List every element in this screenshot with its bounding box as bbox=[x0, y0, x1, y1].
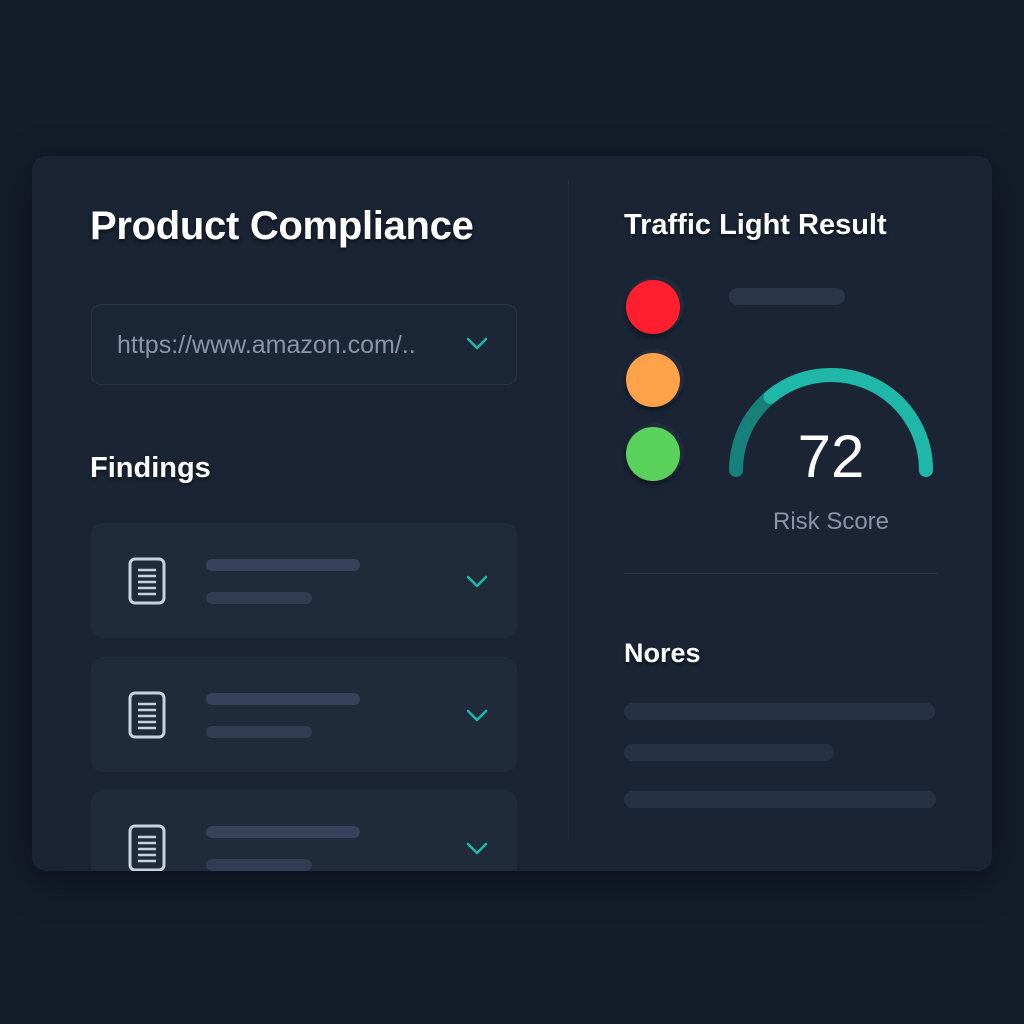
note-line-placeholder bbox=[624, 703, 935, 720]
finding-title-placeholder bbox=[206, 559, 360, 571]
note-line-placeholder bbox=[624, 744, 834, 761]
traffic-light-heading: Traffic Light Result bbox=[624, 209, 887, 241]
findings-heading: Findings bbox=[90, 452, 211, 484]
note-line-placeholder bbox=[624, 791, 936, 808]
url-select-field[interactable]: https://www.amazon.com/.. bbox=[91, 304, 517, 385]
finding-item[interactable] bbox=[91, 657, 517, 772]
finding-item[interactable] bbox=[91, 523, 517, 638]
chevron-down-icon[interactable] bbox=[465, 841, 489, 857]
url-value: https://www.amazon.com/.. bbox=[117, 331, 416, 359]
page-title: Product Compliance bbox=[90, 204, 474, 248]
risk-score-value: 72 bbox=[797, 423, 865, 490]
green-light bbox=[626, 427, 680, 481]
finding-item[interactable] bbox=[91, 790, 517, 871]
chevron-down-icon[interactable] bbox=[465, 708, 489, 724]
chevron-down-icon[interactable] bbox=[465, 574, 489, 590]
chevron-down-icon[interactable] bbox=[465, 336, 489, 352]
section-divider bbox=[624, 573, 937, 574]
finding-subtitle-placeholder bbox=[206, 859, 312, 871]
risk-score-label: Risk Score bbox=[772, 508, 890, 535]
gauge-fill bbox=[763, 368, 933, 477]
finding-title-placeholder bbox=[206, 693, 360, 705]
finding-subtitle-placeholder bbox=[206, 592, 312, 604]
amber-light bbox=[626, 353, 680, 407]
finding-title-placeholder bbox=[206, 826, 360, 838]
document-icon bbox=[128, 557, 166, 605]
document-icon bbox=[128, 824, 166, 871]
finding-subtitle-placeholder bbox=[206, 726, 312, 738]
result-text-placeholder bbox=[729, 288, 845, 305]
red-light bbox=[626, 280, 680, 334]
notes-heading: Nores bbox=[624, 638, 701, 668]
compliance-card: Product Compliance https://www.amazon.co… bbox=[32, 156, 992, 871]
column-divider bbox=[568, 180, 569, 840]
document-icon bbox=[128, 691, 166, 739]
risk-gauge bbox=[729, 368, 933, 477]
